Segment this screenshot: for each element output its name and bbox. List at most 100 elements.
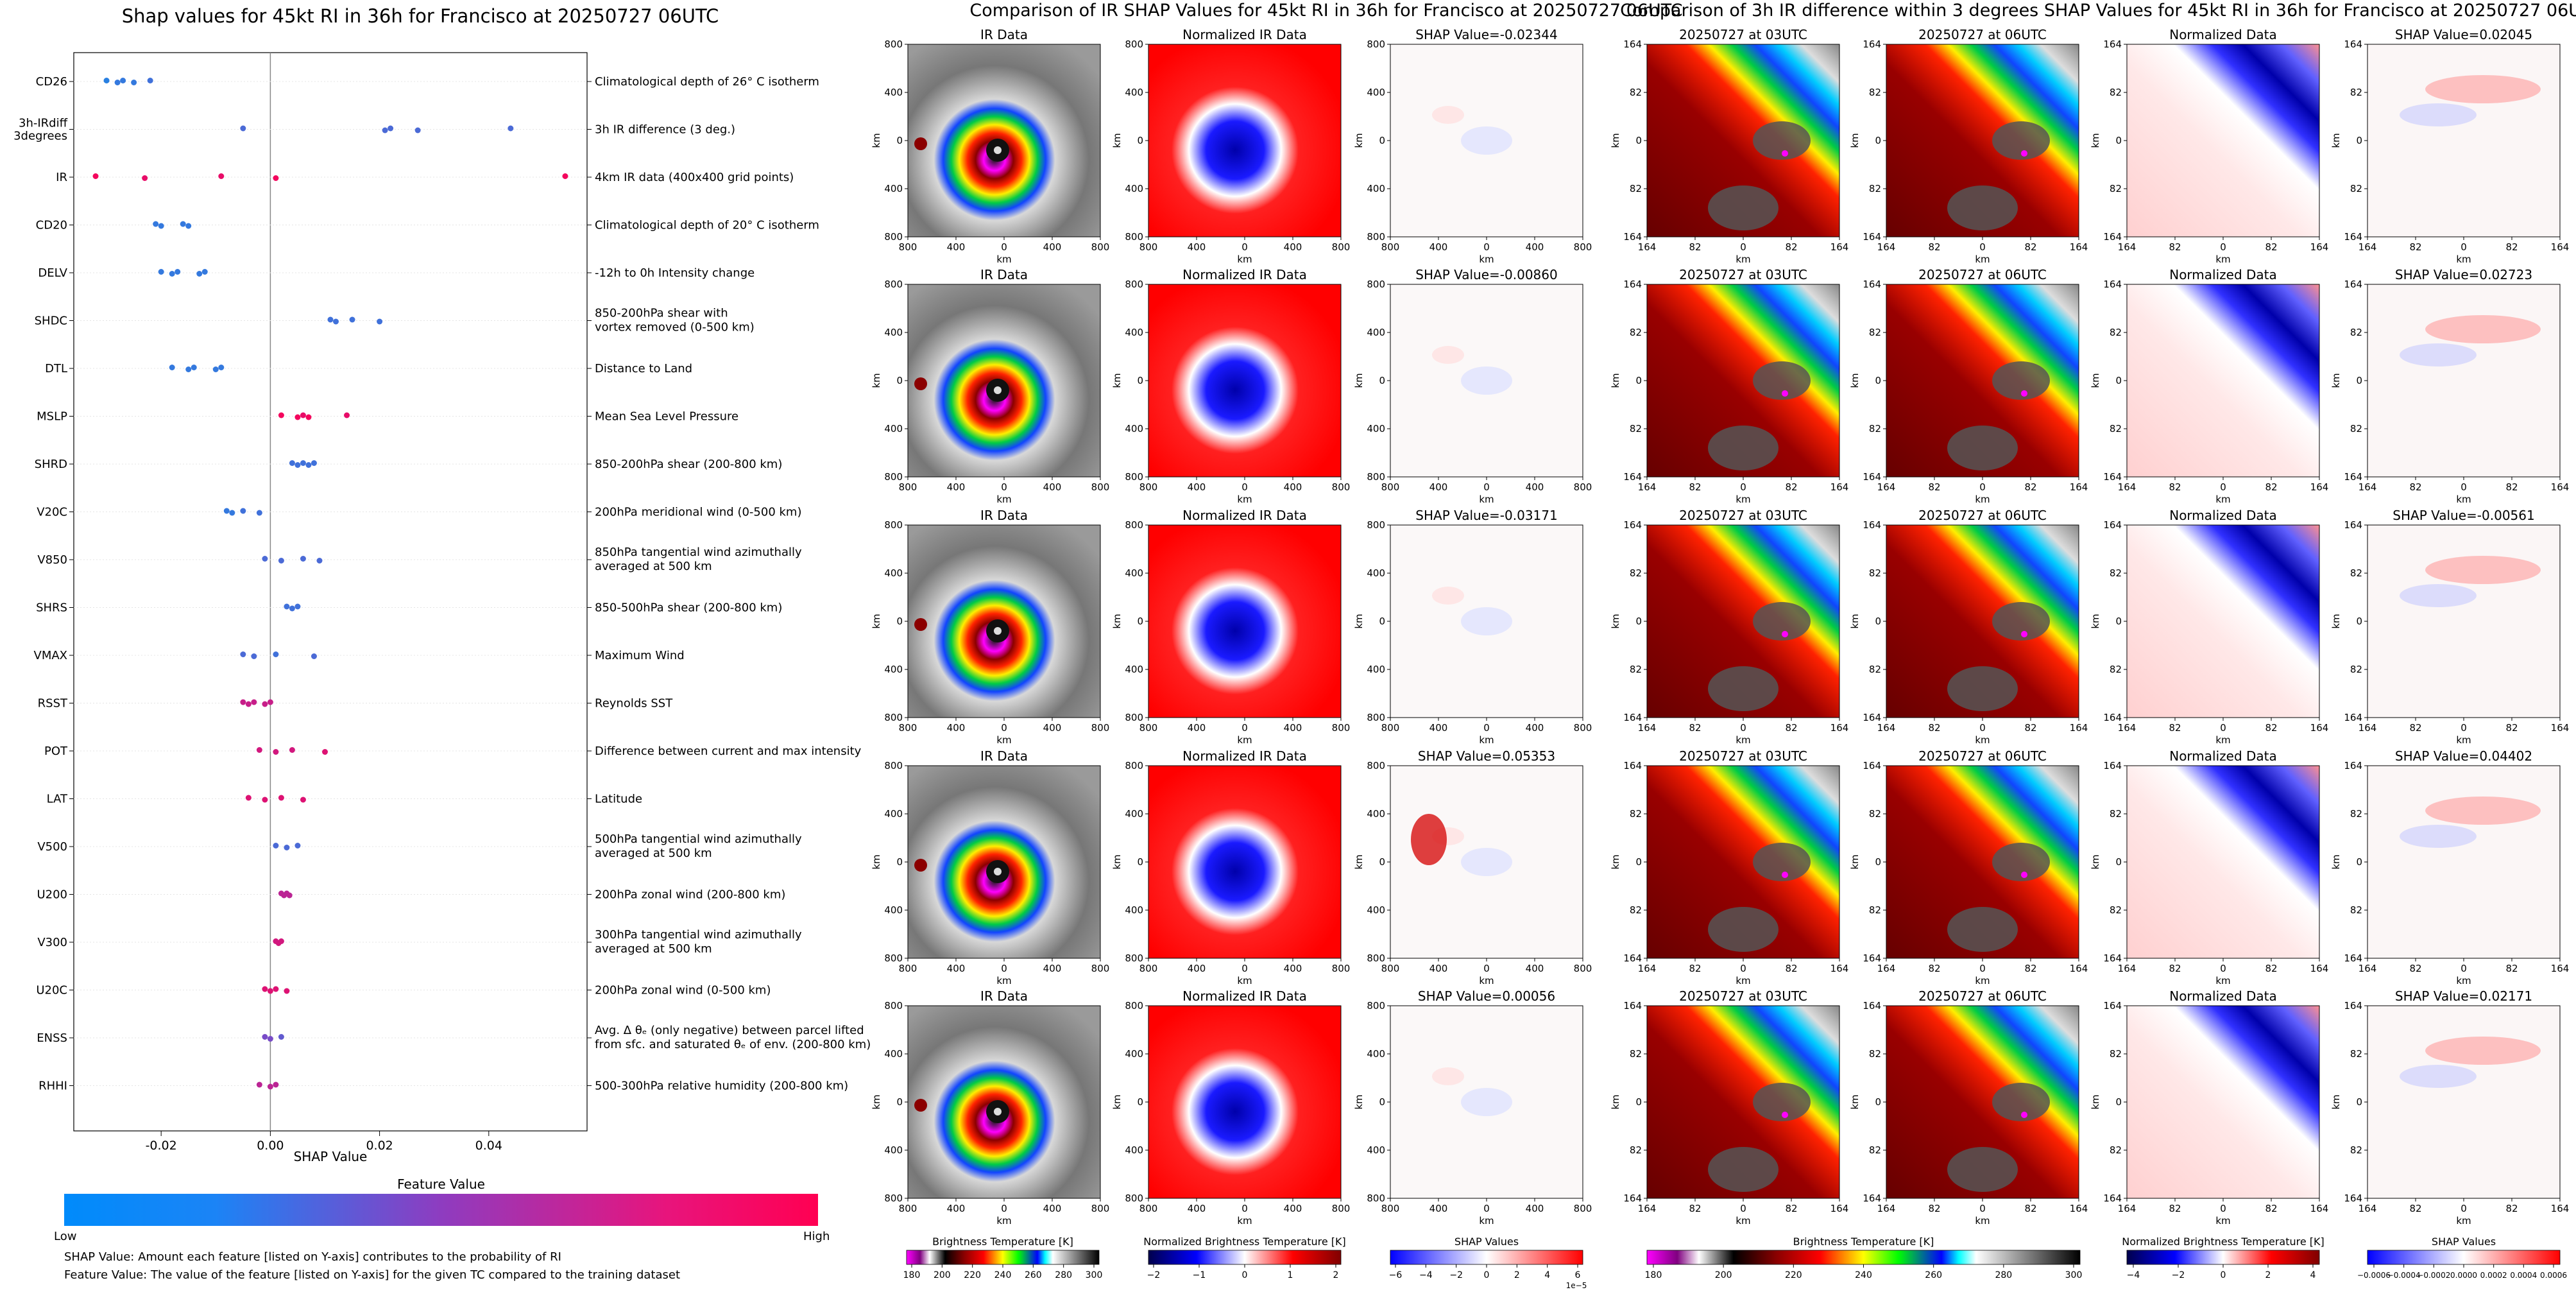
x-axis-label: km xyxy=(2456,975,2471,986)
y-tick-label: 82 xyxy=(2350,183,2362,194)
x-tick-label: 800 xyxy=(1139,722,1158,734)
x-axis-label: km xyxy=(1237,734,1252,746)
x-axis-label: km xyxy=(1479,734,1494,746)
colorbar-tick-label: 0.0006 xyxy=(2540,1271,2567,1280)
y-axis-label: km xyxy=(1353,854,1365,869)
shap-point xyxy=(382,127,388,134)
cloud-cluster xyxy=(1708,666,1778,711)
y-tick-label: 164 xyxy=(2103,519,2122,531)
y-tick-label: 800 xyxy=(884,471,903,483)
x-tick-label: 82 xyxy=(2169,241,2181,253)
shap-point xyxy=(321,749,328,755)
x-axis-label: km xyxy=(1736,734,1750,746)
x-tick-label: 164 xyxy=(1877,963,1896,974)
y-tick-label: 0 xyxy=(1875,375,1881,386)
shap-point xyxy=(294,843,301,848)
x-tick-label: 82 xyxy=(2505,1203,2518,1214)
x-tick-label: 0 xyxy=(1241,722,1248,734)
x-tick-label: 164 xyxy=(1830,722,1849,734)
y-tick-label: 400 xyxy=(1125,1048,1143,1060)
x-tick-label: 164 xyxy=(2070,241,2088,253)
y-tick-label: 164 xyxy=(1623,231,1642,243)
shap-point xyxy=(273,175,279,181)
x-tick-label: 0 xyxy=(1241,1203,1248,1214)
feature-description: Distance to Land xyxy=(595,362,692,375)
x-tick-label: 82 xyxy=(2409,963,2421,974)
x-axis-label: km xyxy=(1975,975,1990,986)
shap-blob xyxy=(2425,1037,2541,1065)
x-tick-label: 164 xyxy=(2070,481,2088,493)
y-tick-label: 82 xyxy=(1630,423,1642,435)
y-axis-label: km xyxy=(1849,133,1861,148)
y-tick-label: 800 xyxy=(1367,471,1385,483)
map-image xyxy=(2367,284,2560,477)
y-tick-label: 400 xyxy=(884,1048,903,1060)
comparison-title: Comparison of 3h IR difference within 3 … xyxy=(1620,1,2576,21)
colorbar-tick-label: −6 xyxy=(1389,1270,1403,1280)
colorbar-tick-label: 0 xyxy=(1242,1270,1248,1280)
colorbar-tick-label: 4 xyxy=(1544,1270,1550,1280)
shap-point xyxy=(169,365,175,370)
y-tick-label: 164 xyxy=(1863,279,1881,290)
panel-title: Normalized Data xyxy=(2169,27,2277,42)
map-image xyxy=(1148,525,1341,718)
y-tick-label: 82 xyxy=(2350,327,2362,338)
y-tick-label: 0 xyxy=(1137,375,1143,386)
feature-name: VMAX xyxy=(34,649,68,662)
cloud-cluster xyxy=(1708,907,1778,952)
feature-description: Climatological depth of 26° C isotherm xyxy=(595,75,819,89)
y-tick-label: 164 xyxy=(2344,1000,2362,1012)
comparison-title: Comparison of IR SHAP Values for 45kt RI… xyxy=(969,1,1682,21)
x-axis-label: km xyxy=(2215,494,2230,505)
x-axis-label: km xyxy=(996,1215,1011,1227)
shap-blob xyxy=(1461,848,1512,876)
shap-point xyxy=(191,365,197,370)
colorbar-tick-label: 260 xyxy=(1925,1270,1942,1280)
colorbar xyxy=(906,1250,1100,1265)
colorbar xyxy=(1646,1250,2081,1265)
x-axis-label: km xyxy=(996,494,1011,505)
y-tick-label: 400 xyxy=(1367,1048,1385,1060)
y-tick-label: 0 xyxy=(1137,135,1143,146)
shap-point xyxy=(294,603,301,610)
x-axis-label: km xyxy=(996,975,1011,986)
map-image xyxy=(1148,1006,1341,1198)
x-tick-label: 400 xyxy=(1429,1203,1448,1214)
y-axis-label: km xyxy=(2090,133,2101,148)
cloud-cluster xyxy=(1992,121,2050,160)
x-tick-label: 164 xyxy=(2358,481,2377,493)
y-axis-label: km xyxy=(871,373,882,388)
shap-point xyxy=(289,460,295,466)
x-tick-label: 400 xyxy=(1188,481,1206,493)
x-tick-label: 0 xyxy=(1979,481,1986,493)
y-tick-label: 400 xyxy=(1367,567,1385,579)
y-tick-label: 800 xyxy=(1125,712,1143,723)
shap-point xyxy=(278,1034,284,1040)
x-tick-label: 800 xyxy=(1574,722,1592,734)
panel-title: Normalized Data xyxy=(2169,267,2277,282)
colorbar-tick-label: 200 xyxy=(934,1270,951,1280)
shap-point xyxy=(267,1083,273,1090)
feature-name: MSLP xyxy=(37,410,67,424)
y-tick-label: 400 xyxy=(884,327,903,338)
x-tick-label: 82 xyxy=(2169,1203,2181,1214)
shap-point xyxy=(414,127,421,134)
x-tick-label: 800 xyxy=(899,722,917,734)
x-tick-label: 400 xyxy=(947,722,966,734)
x-tick-label: 164 xyxy=(2358,241,2377,253)
x-axis-label: km xyxy=(2456,254,2471,265)
x-axis-label: km xyxy=(2215,734,2230,746)
x-axis-label: km xyxy=(1479,254,1494,265)
y-tick-label: 82 xyxy=(1630,904,1642,916)
shap-point xyxy=(218,365,225,370)
y-tick-label: 164 xyxy=(2344,952,2362,964)
storm-center-marker xyxy=(2021,872,2027,878)
x-axis-label: km xyxy=(2215,254,2230,265)
feature-description: 500hPa tangential wind azimuthally xyxy=(595,832,802,846)
x-axis-label: km xyxy=(1975,1215,1990,1227)
x-tick-label: 400 xyxy=(1043,481,1062,493)
y-tick-label: 400 xyxy=(1367,808,1385,820)
x-tick-label: 82 xyxy=(2265,481,2277,493)
y-tick-label: 0 xyxy=(1635,135,1642,146)
shap-point xyxy=(158,223,164,229)
